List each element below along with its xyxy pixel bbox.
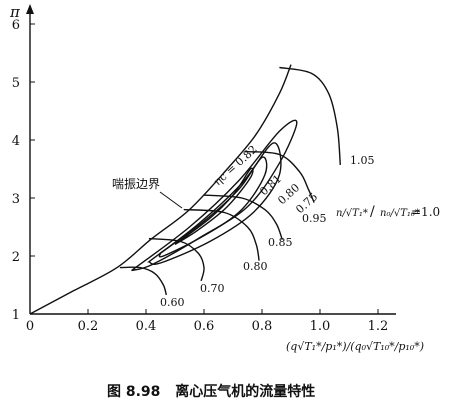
x-axis-ticks: 0 0.2 0.4 0.6 0.8 1.0 1.2 <box>26 309 388 334</box>
efficiency-island <box>158 156 268 258</box>
speed-label-095: 0.95 <box>302 212 327 225</box>
speed-line <box>279 66 341 165</box>
y-tick-label: 2 <box>12 250 20 265</box>
speed-line <box>183 208 260 261</box>
surge-line-group <box>29 64 292 315</box>
speed-lines <box>119 66 341 296</box>
efficiency-island <box>131 119 298 272</box>
speed-label-105: 1.05 <box>350 154 375 167</box>
speed-line <box>203 194 283 241</box>
y-axis-arrow <box>26 4 34 14</box>
speed-line <box>244 150 315 203</box>
speed-label-085: 0.85 <box>268 236 293 249</box>
y-tick-label: 6 <box>12 18 20 33</box>
figure-caption: 图 8.98 离心压气机的流量特性 <box>107 383 315 400</box>
x-tick-label: 1.2 <box>368 319 389 334</box>
surge-boundary-label: 喘振边界 <box>112 177 160 191</box>
y-tick-label: 4 <box>12 134 20 149</box>
x-tick-label: 1.0 <box>310 319 331 334</box>
speed-label-060: 0.60 <box>160 296 185 309</box>
speed-parameter-label: n/√T₁* / n₀/√T₁₀* =1.0 <box>336 204 440 220</box>
x-tick-label: 0.2 <box>78 319 99 334</box>
speed-param-value: =1.0 <box>411 205 440 219</box>
y-axis-label: π <box>9 3 21 21</box>
x-axis-label: (q√T₁*/p₁*)/(q₀√T₁₀*/p₁₀*) <box>286 340 424 353</box>
speed-param-right: n₀/√T₁₀* <box>380 208 420 219</box>
caption-number: 图 8.98 <box>107 384 160 400</box>
y-tick-label: 1 <box>12 308 20 323</box>
speed-label-070: 0.70 <box>200 282 225 295</box>
x-tick-label: 0.4 <box>136 319 157 334</box>
surge-line <box>29 64 292 315</box>
y-tick-label: 3 <box>12 192 20 207</box>
speed-param-left: n/√T₁* <box>336 208 368 219</box>
surge-label-leader <box>159 191 183 209</box>
efficiency-islands <box>131 119 298 272</box>
y-tick-label: 5 <box>12 76 20 91</box>
speed-label-080: 0.80 <box>243 260 268 273</box>
x-tick-label: 0.8 <box>252 319 273 334</box>
y-axis-ticks: 1 2 3 4 5 6 <box>12 18 35 323</box>
x-tick-label: 0.6 <box>194 319 215 334</box>
speed-param-slash: / <box>370 204 375 220</box>
speed-line <box>148 237 205 282</box>
speed-line <box>119 266 167 296</box>
efficiency-island <box>147 142 282 265</box>
x-tick-label: 0 <box>26 319 34 334</box>
caption-text: 离心压气机的流量特性 <box>175 383 315 400</box>
